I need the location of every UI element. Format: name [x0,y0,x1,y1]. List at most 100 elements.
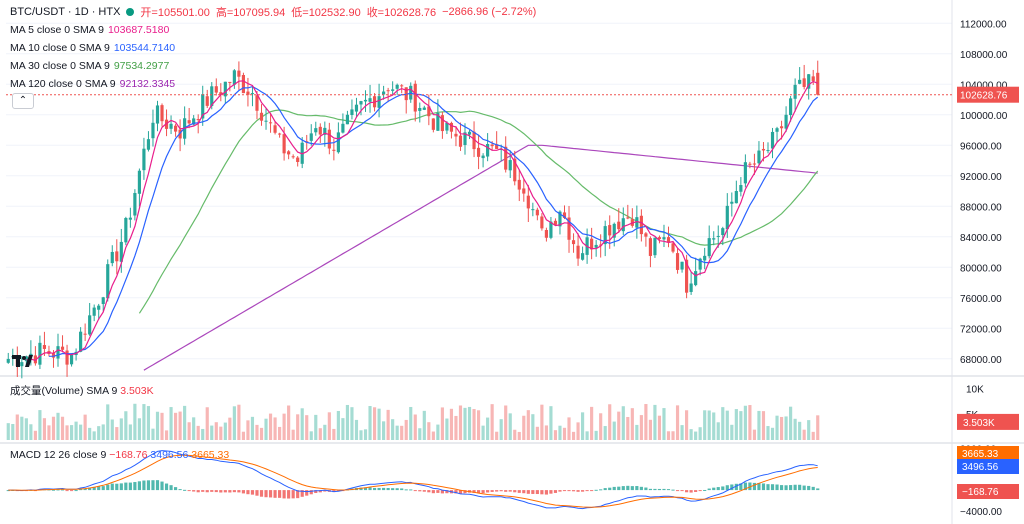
price-tick-label: 72000.00 [960,324,1002,335]
macd-hist-bar [418,490,422,492]
ma10-legend[interactable]: MA 10 close 0 SMA 9 103544.7140 [10,42,175,54]
macd-hist-bar [178,489,182,491]
volume-bar [734,409,738,440]
macd-hist-bar [232,490,236,493]
macd-hist-bar [689,490,693,493]
candle-body [635,217,639,228]
volume-bar [630,408,634,440]
volume-bar [255,424,259,440]
candle-body [743,162,747,184]
volume-bar [214,422,218,440]
volume-bar [770,427,775,440]
macd-hist-bar [187,490,191,492]
macd-hist-bar [567,490,571,492]
macd-hist-bar [522,490,526,494]
volume-bar [463,407,467,440]
low-value: 低=102532.90 [291,7,361,19]
volume-bar [757,410,761,440]
volume-legend[interactable]: 成交量(Volume) SMA 9 3.503K [10,383,154,398]
candle-body [612,223,616,238]
volume-label: 成交量(Volume) SMA 9 [10,385,118,397]
volume-bar [436,424,440,440]
volume-bar [151,428,155,440]
candle-body [151,122,155,139]
candle-body [273,125,277,133]
macd-hist-bar [716,487,720,491]
macd-hist-bar [517,490,521,493]
volume-bar [146,406,151,440]
candle-body [119,241,123,262]
candle-body [110,251,114,264]
ma5-legend[interactable]: MA 5 close 0 SMA 9 103687.5180 [10,24,169,36]
ma5-path [26,80,818,362]
candle-body [42,345,47,349]
candle-body [214,86,218,93]
macd-hist-bar [562,490,567,492]
ma120-line [143,144,818,371]
macd-hist-bar [391,488,395,491]
volume-bar [350,407,354,440]
candle-body [418,108,422,111]
close-value: 收=102628.76 [366,7,437,19]
macd-badge [957,459,1019,474]
volume-bar [458,405,463,440]
symbol-title[interactable]: BTC/USDT · 1D · HTX [10,6,121,18]
volume-bar [712,412,716,440]
volume-bar [549,406,553,440]
candle-body [142,148,146,171]
candle-body [255,95,259,111]
macd-hist-bar [526,490,530,494]
macd-hist-bar [734,483,738,491]
macd-hist-bar [680,490,684,492]
candle-body [427,106,431,117]
volume-bar [544,425,548,440]
macd-hist-bar [101,486,105,491]
volume-bar [115,427,119,440]
volume-bar [644,404,648,440]
volume-bar [621,406,625,440]
volume-bars: 10K5K3.503K [6,384,1019,440]
candle-body [386,90,390,92]
candle-body [540,216,544,229]
candle-body [445,122,449,131]
candle-body [481,155,485,159]
macd-hist-bar [6,490,10,492]
price-tick-label: 76000.00 [960,294,1002,305]
volume-bar [617,411,621,440]
volume-bar [201,428,205,440]
candle-body [499,148,503,150]
candle-body [802,78,806,87]
candle-body [187,120,191,124]
candle-body [287,151,291,155]
candle-body [282,134,286,154]
macd-hist-bar [363,487,368,491]
volume-bar [608,404,612,440]
volume-bar [653,404,657,440]
change-value: −2866.96 (−2.72%) [442,6,537,18]
macd-hist-bar [558,490,562,492]
macd-badge [957,446,1019,461]
collapse-legend-button[interactable]: ⌃ [12,93,34,109]
macd-hist-bar [730,484,734,491]
candle-body [69,354,74,365]
candle-body [332,149,336,151]
ma120-legend[interactable]: MA 120 close 0 SMA 9 92132.3345 [10,78,175,90]
volume-bar [128,424,132,440]
macd-hist-bar [97,486,101,491]
macd-hist-bar [106,484,110,491]
volume-bar [748,405,752,440]
macd-hist-bar [486,490,490,493]
ma30-legend[interactable]: MA 30 close 0 SMA 9 97534.2977 [10,60,169,72]
macd-legend[interactable]: MACD 12 26 close 9 −168.76 3496.56 3665.… [10,449,229,461]
macd-hist-bar [779,485,784,491]
macd-hist-bar [56,489,60,491]
candle-body [694,271,698,286]
candle-body [590,238,594,250]
macd-badge-label: −168.76 [962,487,999,498]
candles [6,60,820,379]
volume-bar [594,430,598,440]
volume-bar [101,424,105,440]
volume-bar [802,429,806,440]
price-tick-label: 68000.00 [960,355,1002,366]
